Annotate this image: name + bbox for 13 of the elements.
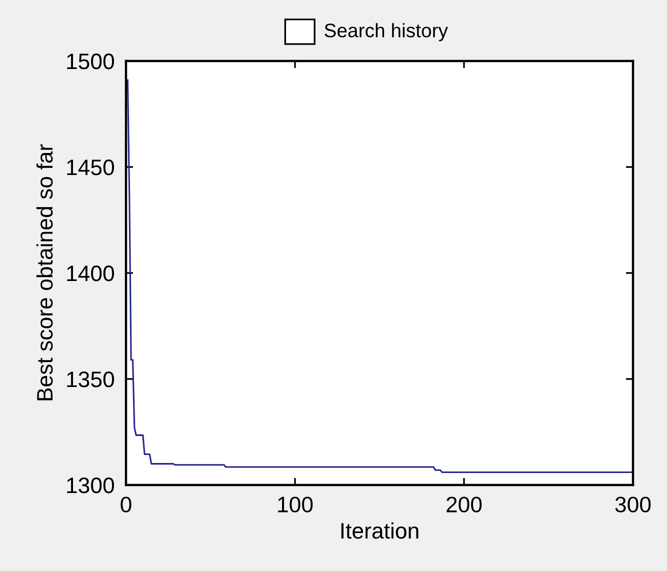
x-tick-label: 100	[278, 496, 313, 512]
x-tick-label: 300	[615, 496, 651, 512]
y-tick-label: 1350	[67, 372, 114, 388]
chart-title: Search history	[324, 23, 448, 42]
y-axis-title: Best score obtained so far	[36, 144, 53, 400]
y-tick-label: 1300	[67, 478, 114, 494]
y-tick-label: 1500	[67, 54, 114, 70]
x-tick-label: 0	[120, 496, 132, 512]
y-tick-label: 1450	[67, 160, 114, 176]
x-tick-label: 200	[446, 496, 482, 512]
y-tick-label: 1400	[67, 266, 114, 282]
x-axis-title: Iteration	[341, 522, 418, 539]
line-series	[126, 79, 633, 474]
